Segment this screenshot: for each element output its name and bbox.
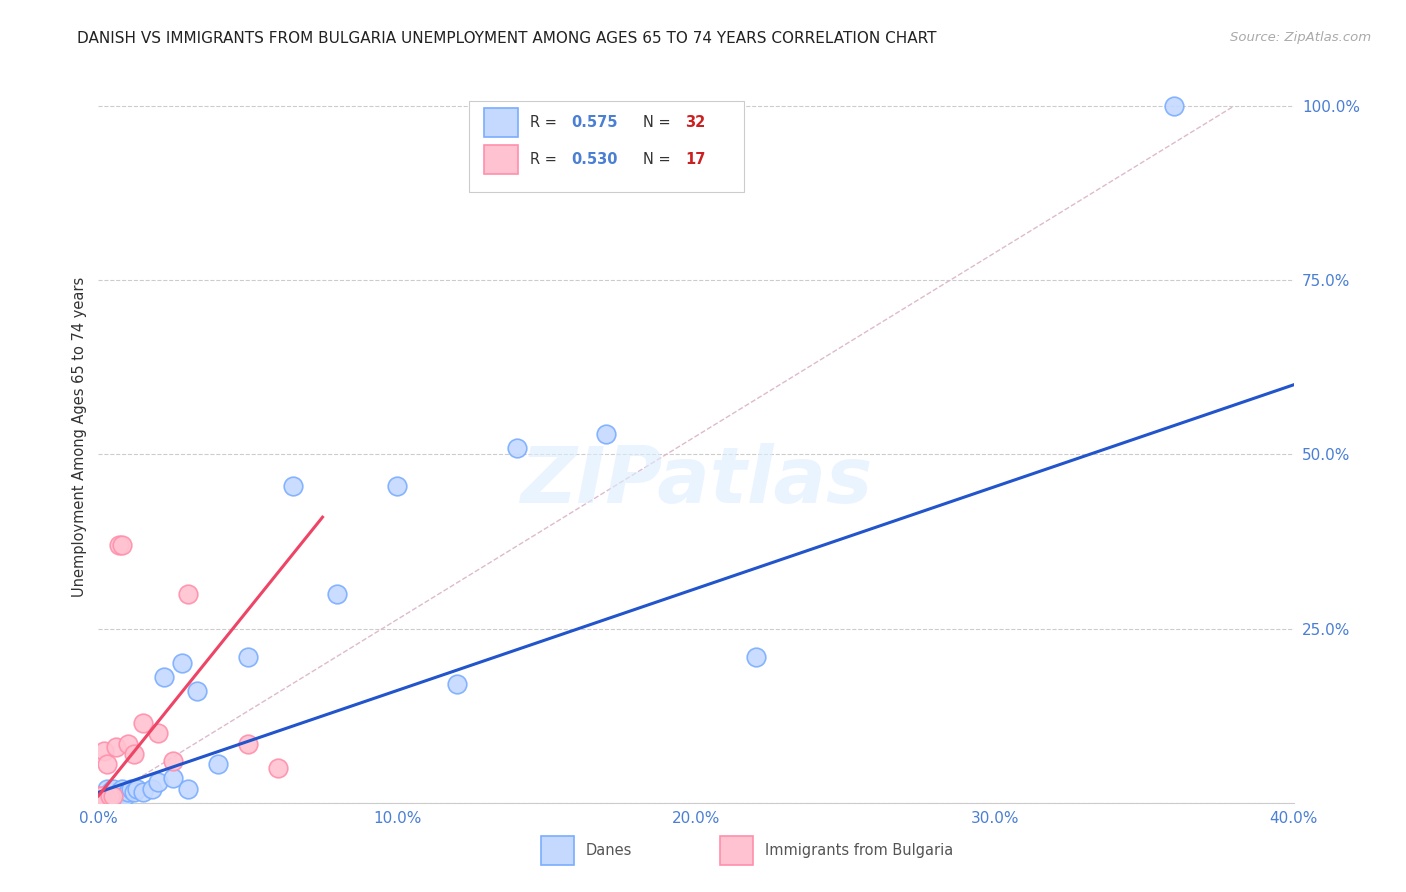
Point <box>595 426 617 441</box>
Point <box>326 587 349 601</box>
Point <box>120 781 142 796</box>
Point <box>108 785 131 799</box>
Text: Source: ZipAtlas.com: Source: ZipAtlas.com <box>1230 31 1371 45</box>
Text: 32: 32 <box>685 115 706 130</box>
Point <box>124 747 146 761</box>
Point <box>111 538 134 552</box>
Point <box>98 785 122 799</box>
Text: Danes: Danes <box>586 843 633 858</box>
Text: DANISH VS IMMIGRANTS FROM BULGARIA UNEMPLOYMENT AMONG AGES 65 TO 74 YEARS CORREL: DANISH VS IMMIGRANTS FROM BULGARIA UNEMP… <box>77 31 936 46</box>
Point <box>87 789 110 803</box>
Point <box>96 757 118 772</box>
Point <box>103 789 125 803</box>
Point <box>105 740 128 755</box>
Y-axis label: Unemployment Among Ages 65 to 74 years: Unemployment Among Ages 65 to 74 years <box>72 277 87 598</box>
Point <box>108 538 131 552</box>
Point <box>177 587 200 601</box>
Point <box>114 789 136 803</box>
Point <box>162 772 184 786</box>
Point <box>90 789 112 803</box>
Point <box>281 479 304 493</box>
Point <box>93 789 115 803</box>
Point <box>267 761 290 775</box>
Point <box>172 657 194 671</box>
Point <box>132 785 155 799</box>
Point <box>132 715 155 730</box>
FancyBboxPatch shape <box>470 101 744 192</box>
Point <box>1163 99 1185 113</box>
Bar <box>485 145 517 174</box>
Point <box>124 785 146 799</box>
Point <box>236 737 259 751</box>
Point <box>111 781 134 796</box>
Point <box>186 684 208 698</box>
Point <box>153 670 176 684</box>
Point <box>162 754 184 768</box>
Point <box>103 781 125 796</box>
Point <box>141 781 163 796</box>
Point <box>127 781 149 796</box>
Text: Immigrants from Bulgaria: Immigrants from Bulgaria <box>765 843 953 858</box>
Text: 0.575: 0.575 <box>572 115 619 130</box>
Text: N =: N = <box>644 115 676 130</box>
Point <box>87 789 110 803</box>
Text: N =: N = <box>644 152 676 167</box>
Point <box>177 781 200 796</box>
Point <box>93 743 115 757</box>
Text: 0.530: 0.530 <box>572 152 619 167</box>
Point <box>207 757 229 772</box>
Text: ZIPatlas: ZIPatlas <box>520 443 872 519</box>
Point <box>98 789 122 803</box>
Point <box>385 479 409 493</box>
Point <box>117 737 139 751</box>
Point <box>506 441 529 455</box>
Point <box>105 789 128 803</box>
Bar <box>720 836 754 865</box>
Point <box>446 677 468 691</box>
Point <box>96 781 118 796</box>
Bar <box>541 836 574 865</box>
Text: 17: 17 <box>685 152 706 167</box>
Point <box>236 649 259 664</box>
Point <box>148 726 170 740</box>
Text: R =: R = <box>530 152 561 167</box>
Point <box>148 775 170 789</box>
Point <box>117 785 139 799</box>
Text: R =: R = <box>530 115 561 130</box>
Point <box>103 789 125 803</box>
Bar <box>485 108 517 137</box>
Point <box>745 649 768 664</box>
